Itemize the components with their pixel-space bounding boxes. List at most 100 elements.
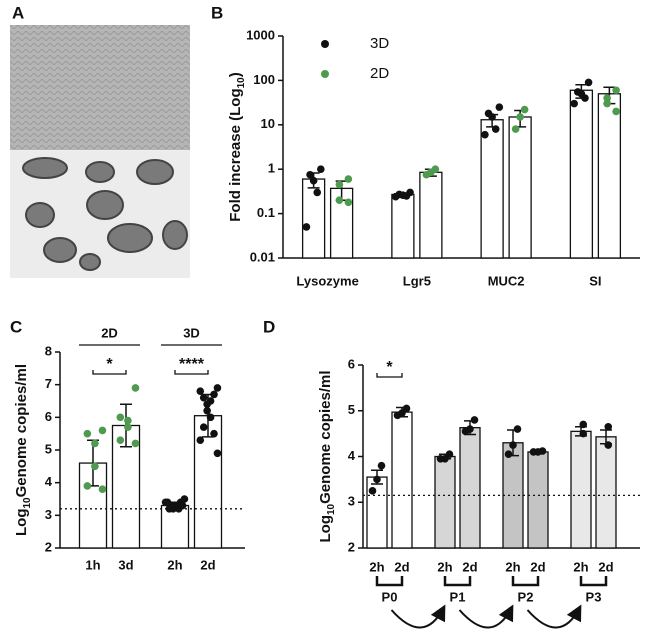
data-point (603, 99, 611, 108)
data-point (570, 99, 578, 108)
y-tick-label: 1 (268, 161, 275, 176)
y-axis-label: Log10Genome copies/ml (317, 371, 337, 543)
data-point (335, 196, 344, 205)
data-point (481, 130, 489, 139)
data-point (436, 454, 445, 463)
data-point (579, 420, 588, 429)
data-point (393, 411, 402, 420)
y-axis-label: Fold increase (Log10) (227, 72, 247, 221)
data-point (124, 416, 132, 425)
micrograph-2d (10, 25, 190, 150)
y-axis-label-part: Genome copies/ml (317, 371, 334, 504)
x-tick-label: MUC2 (488, 273, 525, 288)
y-tick-label: 0.1 (257, 205, 275, 220)
bar (569, 89, 594, 259)
data-point (196, 436, 205, 445)
x-tick-label: 2h (369, 559, 384, 574)
bar (301, 178, 326, 259)
passage-arrow (526, 604, 582, 629)
y-tick-label: 100 (253, 72, 275, 87)
x-tick-label: 2d (598, 559, 613, 574)
data-point (98, 426, 107, 435)
x-tick-label: 1h (85, 557, 100, 572)
group-label: P3 (586, 589, 602, 604)
data-point (402, 192, 411, 200)
data-point (488, 113, 496, 121)
group-label: P1 (450, 589, 466, 604)
bar (391, 411, 413, 549)
significance-label: * (106, 356, 113, 373)
bar (160, 504, 190, 549)
data-point (213, 384, 222, 392)
organoids (22, 157, 188, 271)
bar (508, 116, 532, 259)
significance-bracket (174, 370, 209, 375)
data-point (461, 427, 470, 436)
data-point (196, 387, 205, 396)
y-tick-label: 6 (45, 409, 52, 424)
y-axis-label-part: 10 (236, 77, 247, 89)
y-tick-label: 3 (45, 507, 52, 522)
data-point (504, 450, 513, 459)
data-point (344, 175, 353, 183)
data-point (91, 439, 99, 448)
data-point (604, 441, 613, 449)
data-point (165, 505, 174, 513)
group-label: P2 (518, 589, 534, 604)
data-point (584, 78, 593, 87)
bar (570, 430, 592, 549)
data-point (509, 441, 517, 449)
bar (459, 427, 481, 549)
data-point (335, 180, 344, 189)
y-tick-label: 5 (348, 402, 355, 417)
data-point (161, 498, 170, 507)
data-point (422, 170, 431, 179)
group-label: 3D (183, 325, 200, 340)
y-tick-label: 2 (45, 539, 52, 554)
data-point (377, 461, 386, 470)
panel-label: C (10, 317, 22, 336)
group-bracket (443, 576, 472, 587)
y-tick-label: 8 (45, 343, 52, 358)
data-point (520, 105, 529, 114)
y-axis-label-part: Fold increase (Log (227, 88, 244, 221)
bar (391, 193, 415, 259)
data-point (116, 413, 125, 422)
x-tick-label: 2d (200, 557, 215, 572)
data-point (83, 429, 92, 438)
data-point (131, 439, 140, 448)
legend-label: 2D (370, 65, 389, 82)
legend-label: 3D (370, 35, 389, 52)
data-point (306, 170, 314, 179)
data-point (511, 125, 520, 133)
data-point (495, 103, 504, 111)
data-point (491, 125, 500, 133)
passage-arrow (458, 604, 514, 629)
y-axis-label-part: 10 (22, 497, 33, 509)
data-point (581, 94, 589, 102)
data-point (302, 223, 311, 231)
y-tick-label: 7 (45, 376, 52, 391)
bar (480, 119, 504, 259)
group-bracket (579, 576, 608, 587)
x-tick-label: 2d (462, 559, 477, 574)
data-point (91, 462, 99, 471)
group-label: 2D (101, 325, 118, 340)
bar (597, 93, 622, 259)
bar (434, 455, 456, 549)
y-axis-label-part: Log (317, 515, 334, 543)
significance-label: **** (179, 356, 205, 373)
data-point (604, 422, 613, 431)
data-point (210, 390, 218, 399)
significance-bracket (92, 370, 127, 375)
group-bracket (375, 576, 404, 587)
x-tick-label: 2h (573, 559, 588, 574)
group-label: P0 (382, 589, 398, 604)
data-point (203, 407, 211, 415)
y-tick-label: 1000 (246, 27, 275, 42)
data-point (317, 165, 325, 173)
data-point (116, 436, 125, 445)
data-point (391, 192, 400, 201)
group-bracket (511, 576, 540, 587)
